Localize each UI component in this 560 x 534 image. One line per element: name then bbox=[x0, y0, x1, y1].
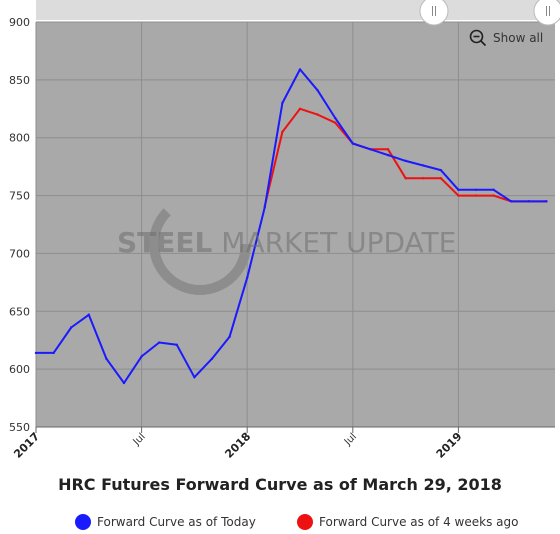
legend-item-today[interactable]: Forward Curve as of Today bbox=[75, 514, 256, 530]
legend-item-4-weeks-ago[interactable]: Forward Curve as of 4 weeks ago bbox=[297, 514, 518, 530]
y-tick-label: 550 bbox=[9, 421, 30, 434]
data-point-today bbox=[316, 89, 319, 92]
x-tick-label: Jul bbox=[131, 431, 148, 448]
legend-dot-4-weeks-ago bbox=[297, 514, 313, 530]
y-tick-label: 700 bbox=[9, 247, 30, 260]
data-point-today bbox=[334, 116, 337, 120]
data-point-today bbox=[175, 343, 178, 347]
y-tick-label: 900 bbox=[9, 16, 30, 29]
data-point-4-weeks-ago bbox=[439, 177, 442, 180]
series-line-today bbox=[36, 68, 547, 384]
show-all-label: Show all bbox=[493, 31, 544, 45]
data-point-today bbox=[193, 376, 196, 379]
data-point-4-weeks-ago bbox=[281, 130, 284, 134]
series-layer bbox=[34, 68, 548, 385]
legend: Forward Curve as of Today Forward Curve … bbox=[0, 514, 560, 534]
data-point-today bbox=[34, 351, 38, 355]
data-point-today bbox=[422, 164, 425, 167]
data-point-today bbox=[439, 168, 442, 172]
navigator-handles[interactable] bbox=[419, 0, 560, 26]
navigator-handle[interactable] bbox=[533, 0, 560, 26]
data-point-4-weeks-ago bbox=[298, 107, 302, 110]
x-tick-label: Jul bbox=[342, 431, 359, 448]
data-point-today bbox=[457, 188, 460, 191]
data-point-today bbox=[369, 148, 372, 151]
data-point-today bbox=[210, 357, 214, 360]
x-tick-label: 2018 bbox=[222, 430, 253, 461]
y-tick-label: 650 bbox=[9, 305, 30, 318]
data-point-4-weeks-ago bbox=[492, 194, 495, 197]
chart-title: HRC Futures Forward Curve as of March 29… bbox=[58, 475, 502, 494]
data-point-today bbox=[105, 357, 108, 360]
x-tick-label: 2017 bbox=[11, 430, 42, 461]
data-point-today bbox=[228, 335, 231, 338]
data-point-today bbox=[492, 188, 495, 191]
data-point-today bbox=[386, 153, 390, 157]
data-point-today bbox=[140, 355, 143, 358]
data-point-today bbox=[122, 381, 126, 385]
x-axis: 2017 Jul 2018 Jul 2019 bbox=[11, 426, 555, 461]
data-point-today bbox=[545, 200, 548, 203]
y-axis: 550 600 650 700 750 800 850 900 bbox=[9, 16, 30, 434]
data-point-4-weeks-ago bbox=[386, 148, 390, 151]
data-point-today bbox=[510, 200, 513, 203]
legend-dot-today bbox=[75, 514, 91, 530]
y-tick-label: 600 bbox=[9, 363, 30, 376]
data-point-4-weeks-ago bbox=[474, 194, 478, 197]
data-point-today bbox=[263, 205, 266, 209]
range-navigator[interactable] bbox=[36, 0, 560, 20]
data-point-today bbox=[527, 200, 530, 203]
data-point-today bbox=[246, 276, 249, 279]
data-point-today bbox=[52, 351, 55, 355]
x-tick-label: 2019 bbox=[434, 430, 465, 461]
data-point-today bbox=[87, 313, 91, 316]
navigator-handle-knob bbox=[419, 0, 449, 26]
legend-label-today: Forward Curve as of Today bbox=[97, 515, 256, 529]
watermark-logo bbox=[149, 193, 251, 295]
show-all-button[interactable]: Show all bbox=[469, 29, 543, 47]
data-point-today bbox=[474, 188, 478, 191]
data-point-today bbox=[281, 101, 284, 105]
navigator-handle[interactable] bbox=[419, 0, 449, 26]
data-point-today bbox=[158, 341, 161, 344]
y-tick-label: 750 bbox=[9, 190, 30, 203]
legend-label-4-weeks-ago: Forward Curve as of 4 weeks ago bbox=[319, 515, 519, 529]
zoom-out-icon bbox=[469, 29, 487, 47]
watermark-text: STEEL MARKET UPDATE bbox=[117, 226, 456, 259]
data-point-4-weeks-ago bbox=[316, 113, 319, 116]
data-point-today bbox=[70, 326, 73, 329]
data-point-4-weeks-ago bbox=[404, 177, 407, 180]
data-point-4-weeks-ago bbox=[334, 121, 337, 124]
navigator-handle-knob bbox=[533, 0, 560, 26]
data-point-4-weeks-ago bbox=[457, 194, 460, 197]
grid-lines bbox=[35, 21, 555, 428]
watermark-bold: STEEL bbox=[117, 226, 213, 259]
data-point-4-weeks-ago bbox=[422, 177, 425, 180]
y-tick-label: 800 bbox=[9, 132, 30, 145]
data-point-today bbox=[351, 142, 354, 145]
y-tick-label: 850 bbox=[9, 74, 30, 87]
data-point-today bbox=[298, 68, 302, 71]
plot-area bbox=[36, 22, 555, 427]
watermark-light: MARKET UPDATE bbox=[221, 226, 457, 259]
data-point-today bbox=[404, 159, 407, 163]
